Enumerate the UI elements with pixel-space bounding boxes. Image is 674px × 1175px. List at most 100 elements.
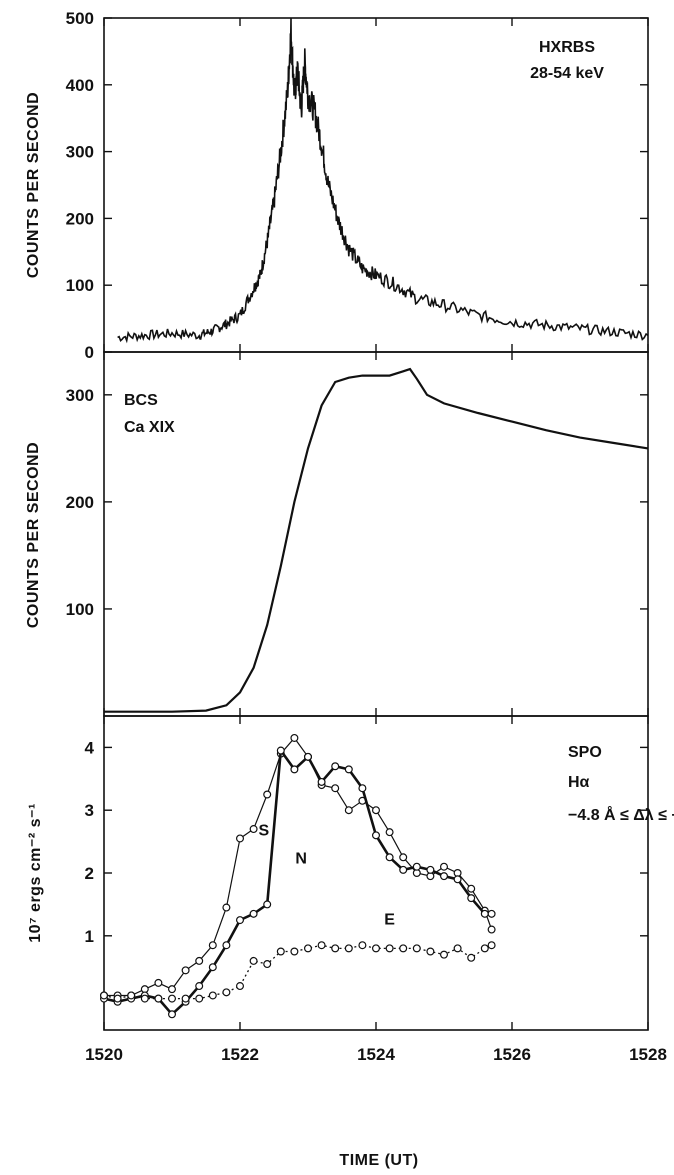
data-point-s: [208, 941, 217, 950]
panel-annotation: HXRBS: [539, 39, 595, 56]
data-point-n: [290, 765, 299, 774]
data-point-s: [487, 925, 496, 934]
data-point-n: [331, 762, 340, 771]
data-point-n: [304, 752, 313, 761]
data-point-s: [195, 956, 204, 965]
data-point-n: [480, 909, 489, 918]
data-point-e: [331, 944, 340, 953]
data-point-e: [263, 960, 272, 969]
data-point-e: [140, 994, 149, 1003]
y-axis-title: 10⁷ ergs cm⁻² s⁻¹: [27, 803, 44, 943]
x-axis-title: TIME (UT): [339, 1152, 418, 1169]
data-point-e: [249, 956, 258, 965]
y-tick-label: 300: [66, 386, 94, 405]
x-tick-label: 1524: [357, 1045, 395, 1064]
data-point-n: [276, 746, 285, 755]
data-point-s: [249, 825, 258, 834]
series-line-main: [104, 367, 649, 713]
data-point-s: [385, 828, 394, 837]
data-point-e: [208, 991, 217, 1000]
series-label-e: E: [384, 911, 395, 928]
data-point-e: [127, 991, 136, 1000]
data-point-e: [344, 944, 353, 953]
y-tick-label: 400: [66, 76, 94, 95]
y-tick-label: 2: [85, 864, 94, 883]
data-point-s: [440, 862, 449, 871]
data-point-n: [195, 982, 204, 991]
data-point-n: [399, 865, 408, 874]
y-tick-label: 500: [66, 9, 94, 28]
data-point-s: [181, 966, 190, 975]
y-tick-label: 100: [66, 276, 94, 295]
x-tick-label: 1520: [85, 1045, 123, 1064]
panel-annotation: SPO: [568, 744, 602, 761]
shared-x-axis: 1520 1522 1524 1526 1528: [85, 1045, 667, 1064]
data-point-e: [467, 953, 476, 962]
x-tick-label: 1526: [493, 1045, 531, 1064]
data-point-n: [236, 916, 245, 925]
data-point-n: [208, 963, 217, 972]
data-point-e: [358, 941, 367, 950]
data-point-n: [249, 909, 258, 918]
data-point-n: [440, 872, 449, 881]
panel-frame: [103, 715, 649, 1031]
data-point-e: [317, 941, 326, 950]
series-label-n: N: [295, 851, 307, 868]
data-point-s: [331, 784, 340, 793]
data-point-e: [487, 941, 496, 950]
panel-annotation: Ca XIX: [124, 419, 175, 436]
data-point-n: [372, 831, 381, 840]
data-point-n: [358, 784, 367, 793]
data-point-e: [113, 994, 122, 1003]
data-point-e: [290, 947, 299, 956]
data-point-e: [276, 947, 285, 956]
data-point-n: [453, 875, 462, 884]
series-line-n: [103, 746, 492, 1017]
y-axis-title: COUNTS PER SECOND: [25, 92, 42, 278]
data-point-e: [412, 944, 421, 953]
data-point-s: [290, 733, 299, 742]
x-tick-label: 1522: [221, 1045, 259, 1064]
data-point-s: [168, 985, 177, 994]
panel-frame: [103, 351, 649, 717]
data-point-e: [453, 944, 462, 953]
data-point-n: [344, 765, 353, 774]
y-tick-label: 100: [66, 600, 94, 619]
data-point-s: [372, 806, 381, 815]
y-axis-title: COUNTS PER SECOND: [25, 442, 42, 628]
panel-annotation: Hα: [568, 774, 590, 791]
data-point-n: [426, 865, 435, 874]
data-point-e: [99, 991, 108, 1000]
data-point-e: [372, 944, 381, 953]
data-point-e: [480, 944, 489, 953]
panel-annotation: −4.8 Å ≤ Δλ ≤ +4.8 Å: [568, 805, 674, 824]
y-tick-label: 3: [85, 801, 94, 820]
x-tick-label: 1528: [629, 1045, 667, 1064]
data-point-e: [154, 994, 163, 1003]
panel-annotation: 28-54 keV: [530, 65, 604, 82]
data-point-n: [317, 777, 326, 786]
spo-panel: 1 2 3 4 10⁷ ergs cm⁻² s⁻¹ SPO Hα −4.8 Å ≤ Δλ ≤ …: [27, 715, 674, 1031]
data-point-s: [236, 834, 245, 843]
series-line-main: [117, 17, 649, 344]
data-point-e: [304, 944, 313, 953]
y-tick-label: 1: [85, 927, 94, 946]
data-point-n: [412, 862, 421, 871]
data-point-e: [222, 988, 231, 997]
data-point-n: [385, 853, 394, 862]
data-point-s: [222, 903, 231, 912]
bcs-panel: 100 200 300 COUNTS PER SECOND BCS Ca XIX: [25, 351, 649, 717]
data-point-n: [222, 941, 231, 950]
y-tick-label: 300: [66, 143, 94, 162]
y-tick-label: 4: [85, 738, 95, 757]
data-point-e: [440, 950, 449, 959]
data-point-e: [195, 994, 204, 1003]
data-point-s: [154, 978, 163, 987]
data-point-n: [168, 1010, 177, 1019]
data-point-s: [263, 790, 272, 799]
data-point-n: [263, 900, 272, 909]
data-point-s: [344, 806, 353, 815]
data-point-e: [181, 994, 190, 1003]
data-point-e: [399, 944, 408, 953]
